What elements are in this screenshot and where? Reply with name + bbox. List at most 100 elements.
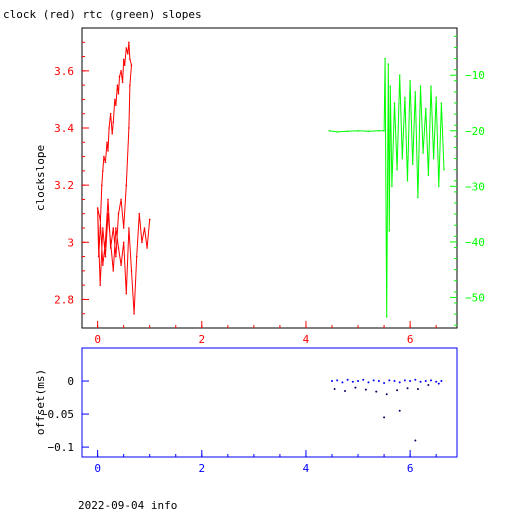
series-point-clock <box>130 64 133 66</box>
offset-point <box>429 379 432 382</box>
series-point-clock <box>128 127 130 129</box>
offset-point <box>424 380 427 383</box>
main-y-tick-label: 3 <box>67 236 74 249</box>
series-point-clock <box>107 150 109 152</box>
offset-point <box>346 378 349 381</box>
series-point-rtc <box>401 157 404 160</box>
series-point-rtc <box>417 196 419 199</box>
series-point-clock <box>102 227 104 229</box>
offset-point <box>398 381 401 384</box>
series-point-clock <box>143 227 146 229</box>
offset-point <box>331 380 333 383</box>
series-point-clock <box>115 104 117 106</box>
offset-y-tick-label: −0.1 <box>48 441 75 454</box>
offset-point <box>388 379 391 382</box>
main-x-tick-label: 2 <box>198 333 205 346</box>
series-point-rtc <box>398 74 401 77</box>
series-point-clock <box>109 112 112 115</box>
series-point-clock <box>125 47 128 49</box>
footer-date: 2022-09-04 info <box>78 499 177 512</box>
offset-point <box>364 388 367 391</box>
series-point-clock <box>123 64 126 66</box>
series-point-clock <box>114 98 116 101</box>
series-point-rtc <box>437 185 440 188</box>
main-y2-tick-label: −40 <box>465 236 485 249</box>
main-y-tick-label: 3.4 <box>54 122 74 135</box>
series-point-clock <box>104 161 107 164</box>
offset-y-tick-label: 0 <box>67 375 74 388</box>
series-point-rtc <box>422 152 424 154</box>
offset-point <box>383 416 386 419</box>
offset-point <box>396 389 399 392</box>
offset-point <box>354 386 357 389</box>
series-point-clock <box>102 264 104 266</box>
offset-point <box>427 383 430 386</box>
main-y2-tick-label: −10 <box>465 69 485 82</box>
series-point-rtc <box>391 185 393 188</box>
series-point-clock <box>99 218 102 221</box>
series-point-rtc <box>367 130 370 133</box>
series-point-clock <box>108 127 110 129</box>
series-point-rtc <box>328 129 331 132</box>
main-y-tick-label: 3.2 <box>54 179 74 192</box>
series-point-rtc <box>427 174 430 177</box>
chart-title: clock (red) rtc (green) slopes <box>3 8 202 21</box>
main-y-tick-label: 2.8 <box>54 293 74 306</box>
offset-point <box>336 379 339 382</box>
series-point-rtc <box>336 131 339 133</box>
series-point-clock <box>111 132 114 135</box>
offset-x-tick-label: 0 <box>94 462 101 475</box>
series-point-clock <box>148 218 151 221</box>
series-point-clock <box>135 255 138 258</box>
series-point-rtc <box>389 85 392 88</box>
series-point-clock <box>100 184 103 186</box>
series-point-rtc <box>435 96 437 99</box>
offset-point <box>419 380 422 383</box>
main-y2-tick-label: −30 <box>465 180 485 193</box>
series-point-clock <box>107 198 109 201</box>
offset-point <box>385 393 388 396</box>
offset-point <box>341 381 344 384</box>
main-plot-frame <box>81 27 458 329</box>
series-point-clock <box>130 270 133 272</box>
series-point-rtc <box>440 102 443 104</box>
series-point-clock <box>107 212 109 215</box>
offset-point <box>416 387 419 390</box>
series-point-rtc <box>432 157 435 160</box>
series-point-clock <box>120 70 122 72</box>
series-point-rtc <box>414 91 417 93</box>
series-point-clock <box>116 84 119 86</box>
series-point-rtc <box>393 102 396 104</box>
series-point-clock <box>120 264 122 266</box>
series-point-clock <box>104 255 107 258</box>
main-x-tick-label: 6 <box>407 333 414 346</box>
series-point-rtc <box>430 85 432 88</box>
series-point-clock <box>122 58 125 61</box>
offset-y-axis-label: offset(ms) <box>34 369 47 435</box>
series-point-rtc <box>424 107 427 110</box>
offset-point <box>362 378 365 381</box>
offset-point <box>344 389 347 392</box>
series-point-clock <box>115 227 117 229</box>
offset-point <box>440 380 443 383</box>
offset-point <box>351 380 354 383</box>
main-y-axis-label: clockslope <box>34 145 47 211</box>
series-point-clock <box>125 184 128 186</box>
series-point-clock <box>112 121 115 124</box>
offset-point <box>333 387 336 390</box>
series-point-rtc <box>443 168 445 171</box>
series-point-clock <box>117 247 120 249</box>
series-point-clock <box>99 284 102 286</box>
main-y2-tick-label: −20 <box>465 125 485 138</box>
series-point-clock <box>97 255 100 258</box>
series-point-clock <box>109 247 112 249</box>
series-point-clock <box>133 312 135 315</box>
offset-point <box>357 380 360 383</box>
series-point-clock <box>146 247 148 249</box>
offset-point <box>409 380 412 383</box>
series-point-rtc <box>396 168 398 171</box>
series-point-clock <box>96 207 99 209</box>
series-point-clock <box>122 241 125 244</box>
